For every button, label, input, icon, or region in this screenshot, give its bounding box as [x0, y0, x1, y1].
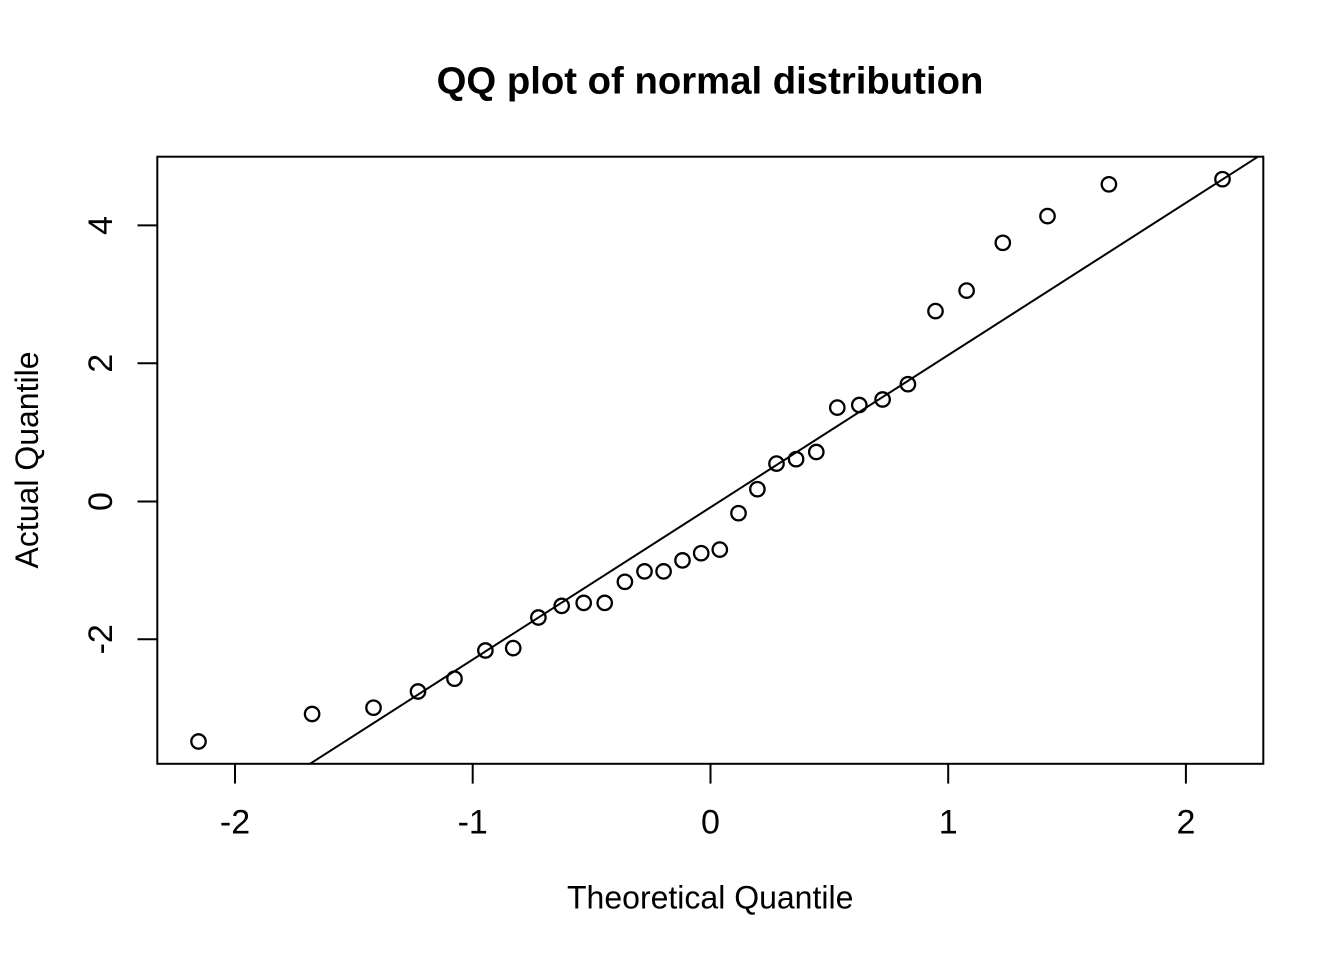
- svg-text:1: 1: [939, 804, 958, 842]
- svg-text:-1: -1: [458, 804, 488, 842]
- svg-text:0: 0: [701, 804, 720, 842]
- svg-text:-2: -2: [220, 804, 250, 842]
- svg-text:2: 2: [1176, 804, 1195, 842]
- svg-text:Theoretical Quantile: Theoretical Quantile: [567, 880, 853, 916]
- svg-text:-2: -2: [82, 624, 120, 654]
- svg-text:QQ plot of normal distribution: QQ plot of normal distribution: [437, 60, 984, 103]
- svg-text:Actual Quantile: Actual Quantile: [9, 351, 45, 568]
- svg-text:2: 2: [82, 354, 120, 373]
- svg-text:0: 0: [82, 492, 120, 511]
- svg-text:4: 4: [82, 216, 120, 235]
